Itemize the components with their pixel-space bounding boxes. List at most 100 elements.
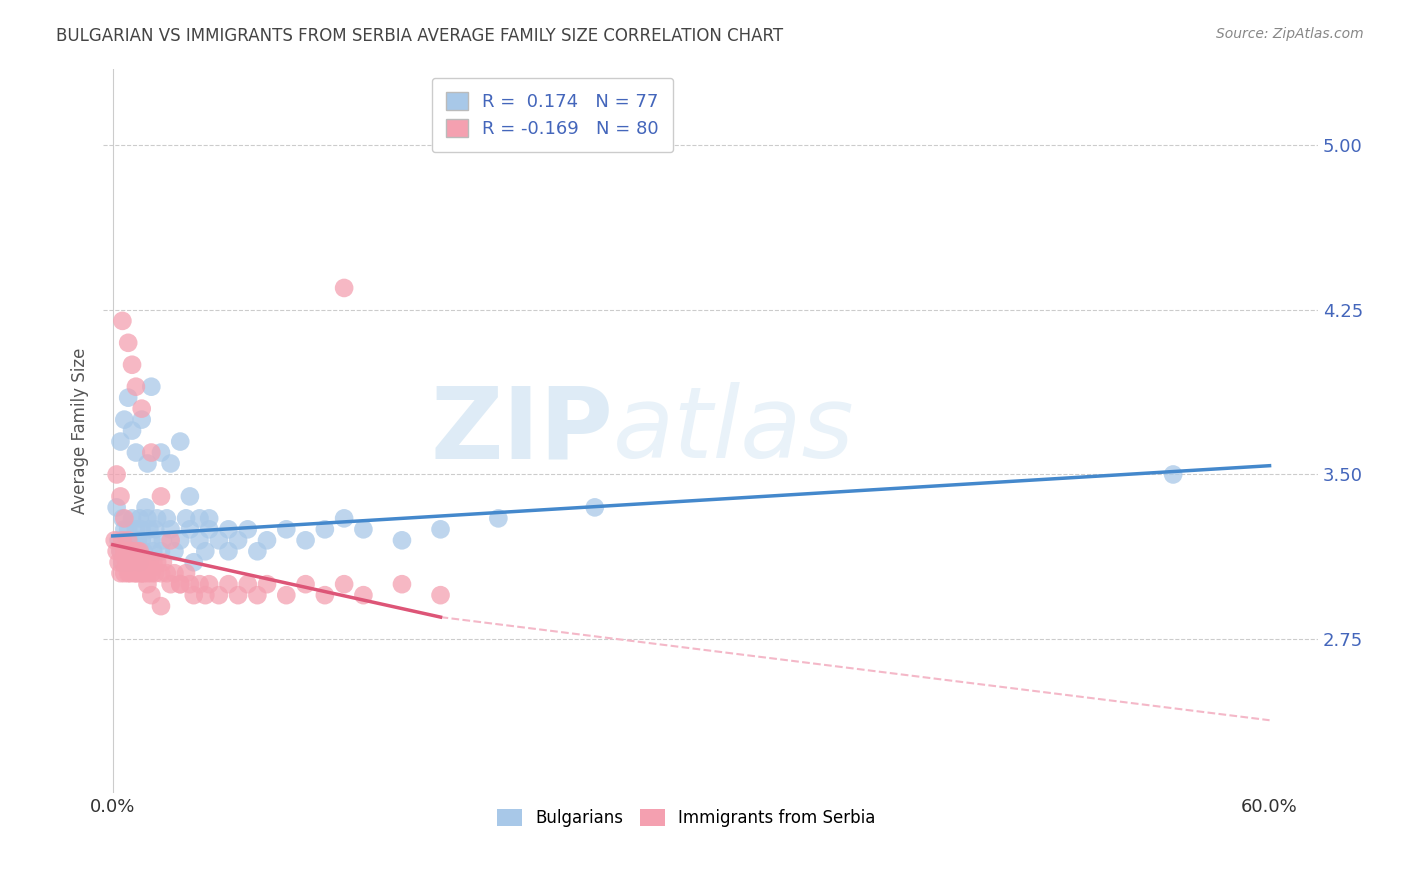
Point bbox=[314, 522, 336, 536]
Point bbox=[122, 544, 145, 558]
Point bbox=[117, 544, 139, 558]
Point bbox=[132, 544, 155, 558]
Point bbox=[294, 577, 316, 591]
Point bbox=[125, 544, 148, 558]
Point bbox=[333, 281, 356, 295]
Point bbox=[194, 588, 217, 602]
Point bbox=[131, 401, 153, 416]
Point bbox=[131, 522, 153, 536]
Point bbox=[136, 577, 159, 591]
Point bbox=[179, 490, 201, 504]
Point bbox=[135, 555, 157, 569]
Point bbox=[115, 544, 138, 558]
Point bbox=[333, 511, 356, 525]
Point bbox=[127, 533, 149, 548]
Point bbox=[143, 566, 166, 581]
Point bbox=[294, 533, 316, 548]
Point bbox=[429, 588, 451, 602]
Point bbox=[352, 522, 374, 536]
Point bbox=[246, 544, 269, 558]
Point bbox=[156, 566, 179, 581]
Point bbox=[128, 511, 150, 525]
Point bbox=[174, 511, 197, 525]
Point bbox=[352, 588, 374, 602]
Point bbox=[141, 566, 163, 581]
Point bbox=[110, 434, 132, 449]
Point bbox=[276, 588, 298, 602]
Point bbox=[146, 511, 169, 525]
Point bbox=[146, 555, 169, 569]
Point bbox=[111, 555, 134, 569]
Point bbox=[110, 566, 132, 581]
Point bbox=[183, 555, 205, 569]
Point bbox=[131, 533, 153, 548]
Point bbox=[115, 555, 138, 569]
Point bbox=[159, 522, 181, 536]
Point bbox=[117, 533, 139, 548]
Point bbox=[194, 544, 217, 558]
Point bbox=[128, 544, 150, 558]
Point bbox=[141, 588, 163, 602]
Point bbox=[198, 577, 221, 591]
Point bbox=[117, 391, 139, 405]
Point bbox=[125, 522, 148, 536]
Point bbox=[112, 544, 135, 558]
Point bbox=[125, 445, 148, 459]
Text: atlas: atlas bbox=[613, 382, 855, 479]
Point bbox=[121, 544, 143, 558]
Point bbox=[169, 577, 191, 591]
Point bbox=[149, 566, 172, 581]
Point bbox=[163, 566, 186, 581]
Point bbox=[198, 511, 221, 525]
Point bbox=[121, 424, 143, 438]
Point bbox=[121, 358, 143, 372]
Point bbox=[121, 533, 143, 548]
Point bbox=[115, 555, 138, 569]
Legend: Bulgarians, Immigrants from Serbia: Bulgarians, Immigrants from Serbia bbox=[488, 800, 884, 835]
Point bbox=[236, 577, 259, 591]
Point bbox=[188, 577, 211, 591]
Point bbox=[131, 566, 153, 581]
Point bbox=[143, 522, 166, 536]
Point bbox=[125, 555, 148, 569]
Point bbox=[226, 588, 249, 602]
Point bbox=[486, 511, 509, 525]
Point bbox=[112, 544, 135, 558]
Point bbox=[183, 588, 205, 602]
Point bbox=[314, 588, 336, 602]
Point bbox=[121, 544, 143, 558]
Point bbox=[104, 533, 127, 548]
Point bbox=[127, 544, 149, 558]
Point bbox=[276, 522, 298, 536]
Point bbox=[156, 511, 179, 525]
Point bbox=[198, 522, 221, 536]
Point bbox=[226, 533, 249, 548]
Point bbox=[117, 555, 139, 569]
Point bbox=[105, 467, 128, 482]
Point bbox=[149, 599, 172, 614]
Point bbox=[208, 533, 231, 548]
Point bbox=[135, 500, 157, 515]
Point bbox=[115, 533, 138, 548]
Point bbox=[120, 544, 142, 558]
Point bbox=[112, 566, 135, 581]
Point bbox=[107, 533, 129, 548]
Point bbox=[391, 533, 413, 548]
Point bbox=[149, 544, 172, 558]
Point bbox=[333, 577, 356, 591]
Point bbox=[125, 380, 148, 394]
Point bbox=[125, 566, 148, 581]
Point bbox=[112, 522, 135, 536]
Point bbox=[117, 522, 139, 536]
Point bbox=[105, 544, 128, 558]
Point bbox=[429, 522, 451, 536]
Point bbox=[111, 555, 134, 569]
Point bbox=[120, 555, 142, 569]
Point bbox=[174, 566, 197, 581]
Point bbox=[128, 555, 150, 569]
Point bbox=[110, 490, 132, 504]
Point bbox=[107, 555, 129, 569]
Point bbox=[169, 434, 191, 449]
Point bbox=[163, 544, 186, 558]
Point bbox=[152, 533, 174, 548]
